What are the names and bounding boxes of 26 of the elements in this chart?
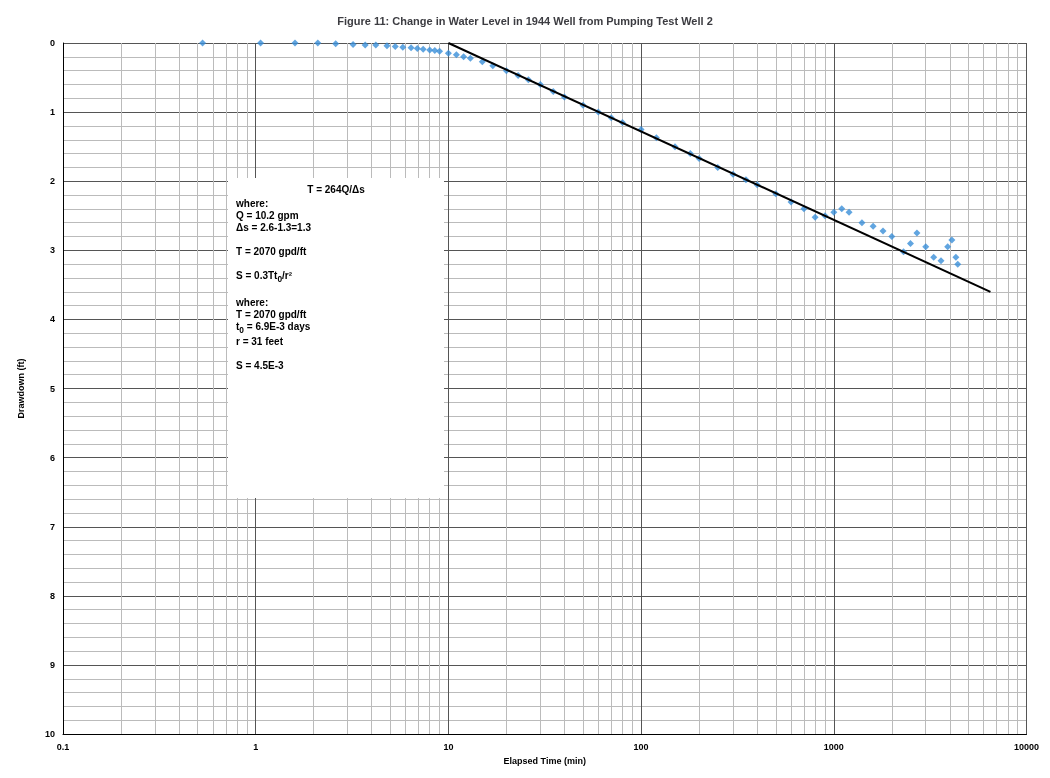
annotation: T = 264Q/Δs: [306, 184, 366, 196]
annotation: where: T = 2070 gpd/ft t$_{0}$ = 6.9E-3 days r = 31 feet: [236, 297, 312, 348]
y-tick-label: 2: [49, 176, 55, 187]
y-tick-label: 9: [49, 659, 55, 670]
y-tick-label: 7: [49, 521, 55, 532]
y-tick-label: 1: [49, 107, 55, 118]
chart-title: Figure 11: Change in Water Level in 1944 Well from Pumping Test Well 2: [337, 14, 713, 27]
annotation: T = 2070 gpd/ft: [236, 246, 308, 258]
x-tick-label: 0.1: [56, 741, 70, 752]
y-tick-label: 8: [49, 590, 55, 601]
x-axis-title: Elapsed Time (min): [503, 755, 586, 766]
x-tick-label: 100: [633, 741, 649, 752]
y-tick-label: 4: [49, 314, 55, 325]
y-tick-label: 10: [44, 729, 55, 740]
annotation: where: Q = 10.2 gpm Δs = 2.6-1.3=1.3: [236, 198, 313, 234]
annotation: S = 0.3Tt$_{0}$/r²: [236, 270, 294, 285]
y-axis-title: Drawdown (ft): [15, 358, 26, 419]
annotation: S = 4.5E-3: [236, 360, 285, 372]
y-tick-label: 0: [49, 38, 55, 48]
x-tick-label: 10: [443, 741, 454, 752]
y-tick-label: 5: [49, 383, 55, 394]
y-tick-label: 3: [49, 245, 55, 256]
x-tick-label: 10000: [1013, 741, 1039, 752]
y-tick-label: 6: [49, 452, 55, 463]
x-tick-label: 1: [253, 741, 259, 752]
x-tick-label: 1000: [823, 741, 844, 752]
